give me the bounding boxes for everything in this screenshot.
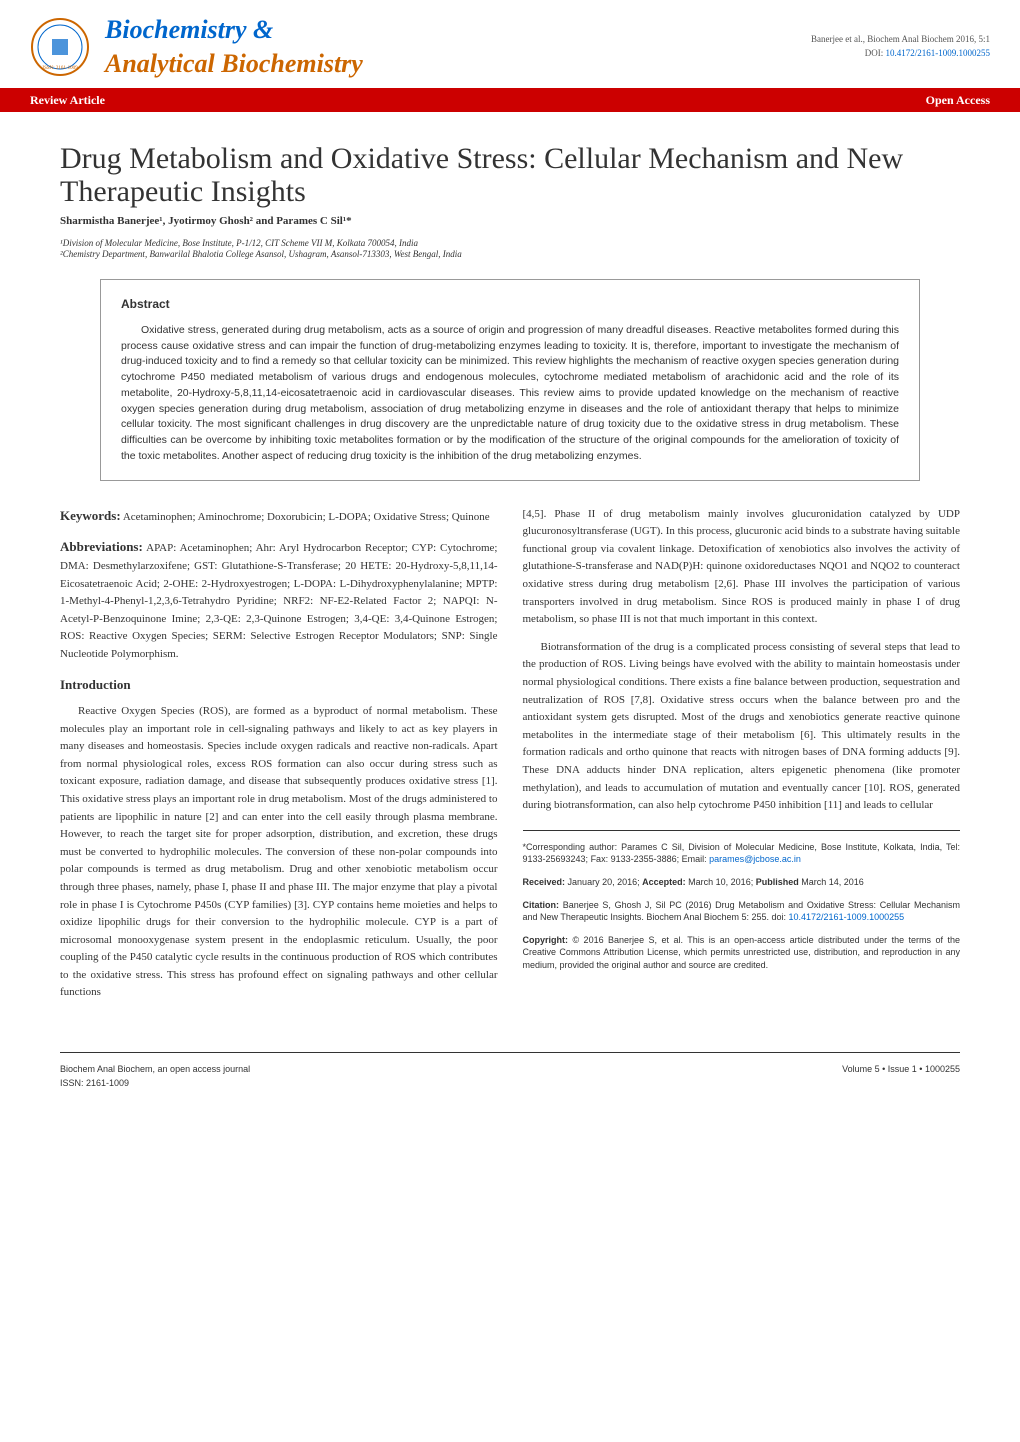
column2-para1: [4,5]. Phase II of drug metabolism mainl…: [523, 506, 961, 629]
published-label: Published: [756, 877, 799, 887]
doi-label: DOI:: [865, 48, 884, 58]
abbreviations-heading: Abbreviations:: [60, 539, 143, 554]
article-title: Drug Metabolism and Oxidative Stress: Ce…: [60, 142, 960, 208]
citation-doi-link[interactable]: 10.4172/2161-1009.1000255: [789, 912, 905, 922]
header-bar: ISSN: 2161-1009 Biochemistry & Analytica…: [0, 0, 1020, 88]
doi-line: DOI: 10.4172/2161-1009.1000255: [811, 47, 990, 61]
logo-section: ISSN: 2161-1009 Biochemistry & Analytica…: [30, 10, 363, 83]
affiliation-2: ²Chemistry Department, Banwarilal Bhalot…: [60, 249, 960, 261]
affiliations: ¹Division of Molecular Medicine, Bose In…: [60, 238, 960, 261]
category-bar: Review Article Open Access: [0, 88, 1020, 112]
right-column: [4,5]. Phase II of drug metabolism mainl…: [523, 506, 961, 1012]
published-date: March 14, 2016: [801, 877, 864, 887]
accepted-label: Accepted:: [642, 877, 686, 887]
abbreviations-section: Abbreviations: APAP: Acetaminophen; Ahr:…: [60, 537, 498, 663]
copyright-block: Copyright: © 2016 Banerjee S, et al. Thi…: [523, 934, 961, 972]
citation-block: Citation: Banerjee S, Ghosh J, Sil PC (2…: [523, 899, 961, 924]
abstract-text: Oxidative stress, generated during drug …: [121, 323, 899, 465]
article-type-label: Review Article: [30, 91, 105, 109]
footer-right: Volume 5 • Issue 1 • 1000255: [842, 1063, 960, 1090]
copyright-label: Copyright:: [523, 935, 569, 945]
corresponding-info-box: *Corresponding author: Parames C Sil, Di…: [523, 830, 961, 972]
introduction-heading: Introduction: [60, 675, 498, 695]
corresponding-author: *Corresponding author: Parames C Sil, Di…: [523, 841, 961, 866]
column2-para2: Biotransformation of the drug is a compl…: [523, 639, 961, 815]
svg-text:ISSN: 2161-1009: ISSN: 2161-1009: [42, 66, 78, 71]
doi-link[interactable]: 10.4172/2161-1009.1000255: [886, 48, 991, 58]
citation-label: Citation:: [523, 900, 560, 910]
copyright-text: © 2016 Banerjee S, et al. This is an ope…: [523, 935, 961, 970]
page-footer: Biochem Anal Biochem, an open access jou…: [60, 1052, 960, 1110]
open-access-label: Open Access: [926, 91, 990, 109]
journal-title-line2: Analytical Biochemistry: [105, 44, 363, 83]
abstract-heading: Abstract: [121, 295, 899, 313]
footer-left: Biochem Anal Biochem, an open access jou…: [60, 1063, 250, 1090]
keywords-section: Keywords: Acetaminophen; Aminochrome; Do…: [60, 506, 498, 526]
introduction-para1: Reactive Oxygen Species (ROS), are forme…: [60, 703, 498, 1002]
corresponding-email[interactable]: parames@jcbose.ac.in: [709, 854, 801, 864]
dates-line: Received: January 20, 2016; Accepted: Ma…: [523, 876, 961, 889]
keywords-heading: Keywords:: [60, 508, 121, 523]
main-content: Drug Metabolism and Oxidative Stress: Ce…: [0, 112, 1020, 1032]
footer-issn: ISSN: 2161-1009: [60, 1077, 250, 1091]
accepted-date: March 10, 2016;: [688, 877, 753, 887]
abstract-box: Abstract Oxidative stress, generated dur…: [100, 279, 920, 481]
received-label: Received:: [523, 877, 566, 887]
journal-logo-icon: ISSN: 2161-1009: [30, 17, 90, 77]
keywords-text: Acetaminophen; Aminochrome; Doxorubicin;…: [123, 511, 490, 523]
citation-box: Banerjee et al., Biochem Anal Biochem 20…: [811, 33, 990, 60]
received-date: January 20, 2016;: [568, 877, 640, 887]
affiliation-1: ¹Division of Molecular Medicine, Bose In…: [60, 238, 960, 250]
authors-line: Sharmistha Banerjee¹, Jyotirmoy Ghosh² a…: [60, 213, 960, 230]
two-column-layout: Keywords: Acetaminophen; Aminochrome; Do…: [60, 506, 960, 1012]
citation-text: Banerjee et al., Biochem Anal Biochem 20…: [811, 33, 990, 47]
journal-title: Biochemistry & Analytical Biochemistry: [105, 10, 363, 83]
left-column: Keywords: Acetaminophen; Aminochrome; Do…: [60, 506, 498, 1012]
footer-journal-name: Biochem Anal Biochem, an open access jou…: [60, 1063, 250, 1077]
abbreviations-text: APAP: Acetaminophen; Ahr: Aryl Hydrocarb…: [60, 542, 498, 660]
